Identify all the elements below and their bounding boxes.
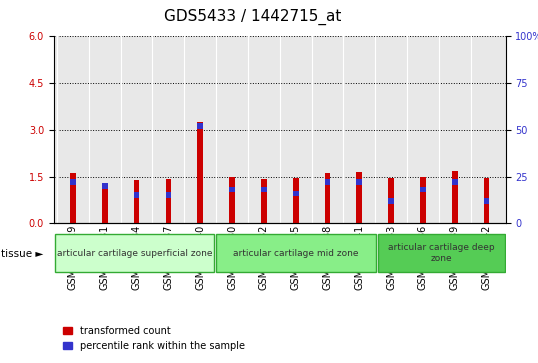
FancyBboxPatch shape	[378, 234, 505, 272]
Bar	[70, 179, 76, 185]
FancyBboxPatch shape	[55, 234, 214, 272]
Bar	[133, 180, 139, 223]
Bar	[102, 183, 108, 189]
Text: articular cartilage mid zone: articular cartilage mid zone	[233, 249, 359, 258]
Bar	[293, 191, 299, 196]
Legend: transformed count, percentile rank within the sample: transformed count, percentile rank withi…	[59, 322, 249, 355]
Bar	[261, 179, 267, 223]
Bar	[261, 187, 267, 192]
Bar	[229, 177, 235, 223]
Bar	[197, 122, 203, 223]
Bar	[293, 178, 299, 223]
Bar	[102, 183, 108, 223]
Bar	[197, 123, 203, 129]
Bar	[70, 173, 76, 223]
Bar	[133, 192, 139, 198]
Bar	[484, 178, 490, 223]
Bar	[388, 178, 394, 223]
Bar	[324, 174, 330, 223]
Bar	[420, 187, 426, 192]
Bar	[420, 176, 426, 223]
Text: tissue ►: tissue ►	[1, 249, 44, 259]
Text: GDS5433 / 1442715_at: GDS5433 / 1442715_at	[164, 9, 342, 25]
FancyBboxPatch shape	[216, 234, 376, 272]
Bar	[452, 179, 458, 185]
Text: articular cartilage superficial zone: articular cartilage superficial zone	[56, 249, 213, 258]
Bar	[357, 179, 362, 185]
Bar	[357, 172, 362, 223]
Bar	[484, 198, 490, 204]
Bar	[324, 179, 330, 185]
Bar	[229, 187, 235, 192]
Bar	[388, 198, 394, 204]
Bar	[452, 171, 458, 223]
Bar	[166, 192, 171, 198]
Bar	[166, 179, 171, 223]
Text: articular cartilage deep
zone: articular cartilage deep zone	[388, 244, 494, 263]
